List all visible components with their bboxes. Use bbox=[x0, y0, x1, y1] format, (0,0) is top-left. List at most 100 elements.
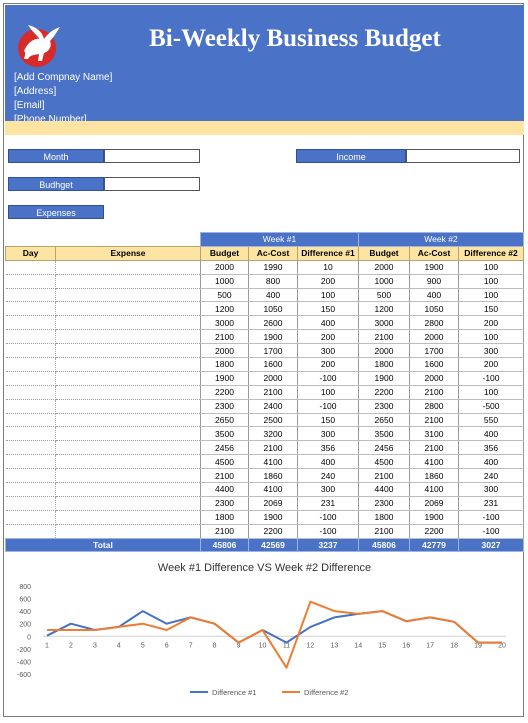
accost-2-cell[interactable]: 2800 bbox=[409, 315, 459, 331]
day-cell[interactable] bbox=[5, 496, 56, 511]
diff-1-cell[interactable]: 356 bbox=[297, 440, 359, 456]
day-cell[interactable] bbox=[5, 357, 56, 372]
budget-1-cell[interactable]: 2000 bbox=[200, 260, 249, 275]
accost-2-cell[interactable]: 3100 bbox=[409, 426, 459, 442]
day-cell[interactable] bbox=[5, 454, 56, 470]
diff-2-cell[interactable]: 240 bbox=[458, 468, 524, 484]
expense-cell[interactable] bbox=[55, 260, 201, 275]
diff-1-cell[interactable]: -100 bbox=[297, 371, 359, 386]
accost-1-cell[interactable]: 1050 bbox=[248, 301, 298, 317]
expense-cell[interactable] bbox=[55, 454, 201, 470]
diff-2-cell[interactable]: 100 bbox=[458, 288, 524, 303]
accost-1-cell[interactable]: 1700 bbox=[248, 343, 298, 359]
accost-1-cell[interactable]: 800 bbox=[248, 274, 298, 289]
accost-2-cell[interactable]: 1600 bbox=[409, 357, 459, 372]
expense-cell[interactable] bbox=[55, 524, 201, 539]
accost-2-cell[interactable]: 4100 bbox=[409, 482, 459, 497]
accost-2-cell[interactable]: 1700 bbox=[409, 343, 459, 359]
diff-1-cell[interactable]: 200 bbox=[297, 274, 359, 289]
accost-1-cell[interactable]: 400 bbox=[248, 288, 298, 303]
budget-2-cell[interactable]: 1800 bbox=[358, 510, 410, 525]
expense-cell[interactable] bbox=[55, 371, 201, 386]
diff-2-cell[interactable]: -100 bbox=[458, 510, 524, 525]
day-cell[interactable] bbox=[5, 482, 56, 497]
expense-cell[interactable] bbox=[55, 385, 201, 400]
accost-1-cell[interactable]: 4100 bbox=[248, 454, 298, 470]
accost-1-cell[interactable]: 4100 bbox=[248, 482, 298, 497]
accost-2-cell[interactable]: 2000 bbox=[409, 371, 459, 386]
accost-2-cell[interactable]: 1860 bbox=[409, 468, 459, 484]
expense-cell[interactable] bbox=[55, 510, 201, 525]
diff-1-cell[interactable]: 150 bbox=[297, 301, 359, 317]
expense-cell[interactable] bbox=[55, 288, 201, 303]
budget-1-cell[interactable]: 3000 bbox=[200, 315, 249, 331]
diff-2-cell[interactable]: 100 bbox=[458, 274, 524, 289]
day-cell[interactable] bbox=[5, 343, 56, 359]
diff-2-cell[interactable]: 231 bbox=[458, 496, 524, 511]
diff-2-cell[interactable]: 550 bbox=[458, 413, 524, 428]
accost-2-cell[interactable]: 1900 bbox=[409, 510, 459, 525]
budget-2-cell[interactable]: 500 bbox=[358, 288, 410, 303]
expense-cell[interactable] bbox=[55, 343, 201, 359]
diff-1-cell[interactable]: 150 bbox=[297, 413, 359, 428]
budget-2-cell[interactable]: 3500 bbox=[358, 426, 410, 442]
diff-1-cell[interactable]: 100 bbox=[297, 288, 359, 303]
budget-1-cell[interactable]: 2456 bbox=[200, 440, 249, 456]
diff-2-cell[interactable]: 300 bbox=[458, 343, 524, 359]
diff-2-cell[interactable]: 100 bbox=[458, 385, 524, 400]
diff-1-cell[interactable]: -100 bbox=[297, 399, 359, 414]
budget-1-cell[interactable]: 2300 bbox=[200, 496, 249, 511]
budget-1-cell[interactable]: 2200 bbox=[200, 385, 249, 400]
budget-1-cell[interactable]: 4500 bbox=[200, 454, 249, 470]
diff-1-cell[interactable]: 231 bbox=[297, 496, 359, 511]
budget-1-cell[interactable]: 2100 bbox=[200, 524, 249, 539]
expense-cell[interactable] bbox=[55, 315, 201, 331]
budget-2-cell[interactable]: 2300 bbox=[358, 496, 410, 511]
budget-1-cell[interactable]: 500 bbox=[200, 288, 249, 303]
diff-1-cell[interactable]: 300 bbox=[297, 482, 359, 497]
budget-1-cell[interactable]: 1900 bbox=[200, 371, 249, 386]
day-cell[interactable] bbox=[5, 274, 56, 289]
day-cell[interactable] bbox=[5, 524, 56, 539]
accost-2-cell[interactable]: 2100 bbox=[409, 440, 459, 456]
day-cell[interactable] bbox=[5, 413, 56, 428]
day-cell[interactable] bbox=[5, 440, 56, 456]
accost-2-cell[interactable]: 2100 bbox=[409, 385, 459, 400]
diff-2-cell[interactable]: 200 bbox=[458, 357, 524, 372]
accost-1-cell[interactable]: 1900 bbox=[248, 329, 298, 345]
diff-1-cell[interactable]: 300 bbox=[297, 426, 359, 442]
budget-2-cell[interactable]: 3000 bbox=[358, 315, 410, 331]
budget-2-cell[interactable]: 2100 bbox=[358, 524, 410, 539]
month-input[interactable] bbox=[104, 149, 200, 163]
address-field[interactable]: [Address] bbox=[14, 86, 57, 97]
accost-1-cell[interactable]: 1900 bbox=[248, 510, 298, 525]
expense-cell[interactable] bbox=[55, 468, 201, 484]
diff-2-cell[interactable]: 300 bbox=[458, 482, 524, 497]
phone-field[interactable]: [Phone Number] bbox=[14, 114, 87, 125]
expense-cell[interactable] bbox=[55, 357, 201, 372]
budget-2-cell[interactable]: 2100 bbox=[358, 468, 410, 484]
day-cell[interactable] bbox=[5, 385, 56, 400]
day-cell[interactable] bbox=[5, 315, 56, 331]
expense-cell[interactable] bbox=[55, 329, 201, 345]
income-input[interactable] bbox=[406, 149, 520, 163]
diff-1-cell[interactable]: 400 bbox=[297, 454, 359, 470]
diff-1-cell[interactable]: -100 bbox=[297, 510, 359, 525]
accost-2-cell[interactable]: 2800 bbox=[409, 399, 459, 414]
accost-2-cell[interactable]: 1900 bbox=[409, 260, 459, 275]
budget-2-cell[interactable]: 2100 bbox=[358, 329, 410, 345]
day-cell[interactable] bbox=[5, 329, 56, 345]
accost-2-cell[interactable]: 400 bbox=[409, 288, 459, 303]
expense-cell[interactable] bbox=[55, 274, 201, 289]
expense-cell[interactable] bbox=[55, 440, 201, 456]
budget-1-cell[interactable]: 1800 bbox=[200, 510, 249, 525]
budget-1-cell[interactable]: 2100 bbox=[200, 329, 249, 345]
diff-2-cell[interactable]: 200 bbox=[458, 315, 524, 331]
budget-2-cell[interactable]: 4400 bbox=[358, 482, 410, 497]
diff-1-cell[interactable]: 10 bbox=[297, 260, 359, 275]
accost-1-cell[interactable]: 2400 bbox=[248, 399, 298, 414]
budget-2-cell[interactable]: 2300 bbox=[358, 399, 410, 414]
budget-2-cell[interactable]: 2200 bbox=[358, 385, 410, 400]
budget-1-cell[interactable]: 2300 bbox=[200, 399, 249, 414]
expense-cell[interactable] bbox=[55, 426, 201, 442]
